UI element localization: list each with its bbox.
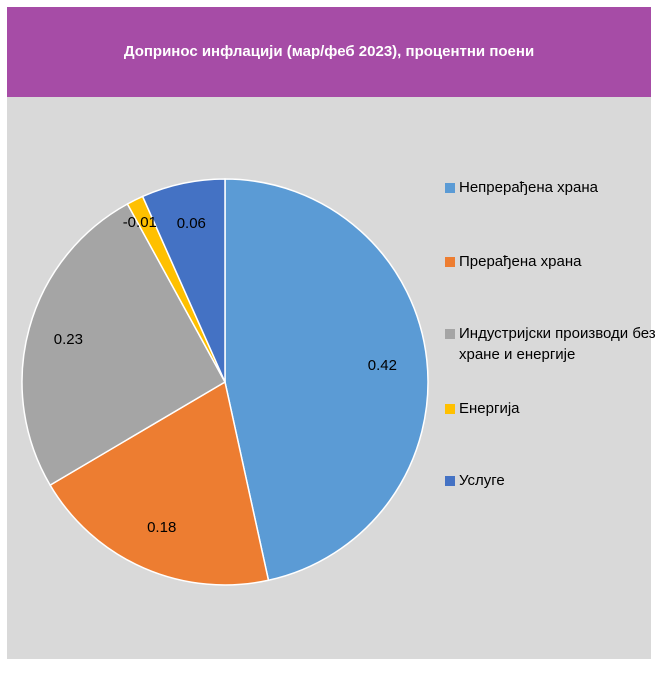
data-label-processed-food: 0.18 <box>147 519 176 536</box>
data-label-energy: -0.01 <box>123 214 157 231</box>
chart-area: Допринос инфлацији (мар/феб 2023), проце… <box>7 7 656 659</box>
legend-item-energy: Енергија <box>445 398 659 419</box>
data-label-industrial-goods: 0.23 <box>54 331 83 348</box>
legend-swatch-services <box>445 476 455 486</box>
pie-chart: 0.42 0.18 0.23 -0.01 0.06 <box>21 178 429 586</box>
legend-label-services: Услуге <box>459 472 505 489</box>
chart-header: Допринос инфлацији (мар/феб 2023), проце… <box>7 7 651 97</box>
pie-slice-industrial-goods <box>21 202 227 487</box>
legend-label-unprocessed-food: Непрерађена храна <box>459 179 598 196</box>
data-label-services: 0.06 <box>177 215 206 232</box>
legend-swatch-energy <box>445 404 455 414</box>
chart-title: Допринос инфлацији (мар/феб 2023), проце… <box>123 43 535 60</box>
pie-slice-services <box>141 178 226 383</box>
legend-swatch-industrial-goods <box>445 329 455 339</box>
legend-item-industrial-goods: Индустријски производи без хране и енерг… <box>445 323 659 365</box>
legend-swatch-unprocessed-food <box>445 183 455 193</box>
legend-item-unprocessed-food: Непрерађена храна <box>445 177 659 198</box>
legend-item-services: Услуге <box>445 470 659 491</box>
legend-item-processed-food: Прерађена храна <box>445 251 659 272</box>
legend-swatch-processed-food <box>445 257 455 267</box>
legend-label-industrial-goods: Индустријски производи без хране и енерг… <box>459 325 656 363</box>
data-label-unprocessed-food: 0.42 <box>368 357 397 374</box>
legend-label-processed-food: Прерађена храна <box>459 253 582 270</box>
pie-slice-unprocessed-food <box>224 178 429 582</box>
pie-slice-processed-food <box>49 380 270 586</box>
legend-label-energy: Енергија <box>459 400 520 417</box>
